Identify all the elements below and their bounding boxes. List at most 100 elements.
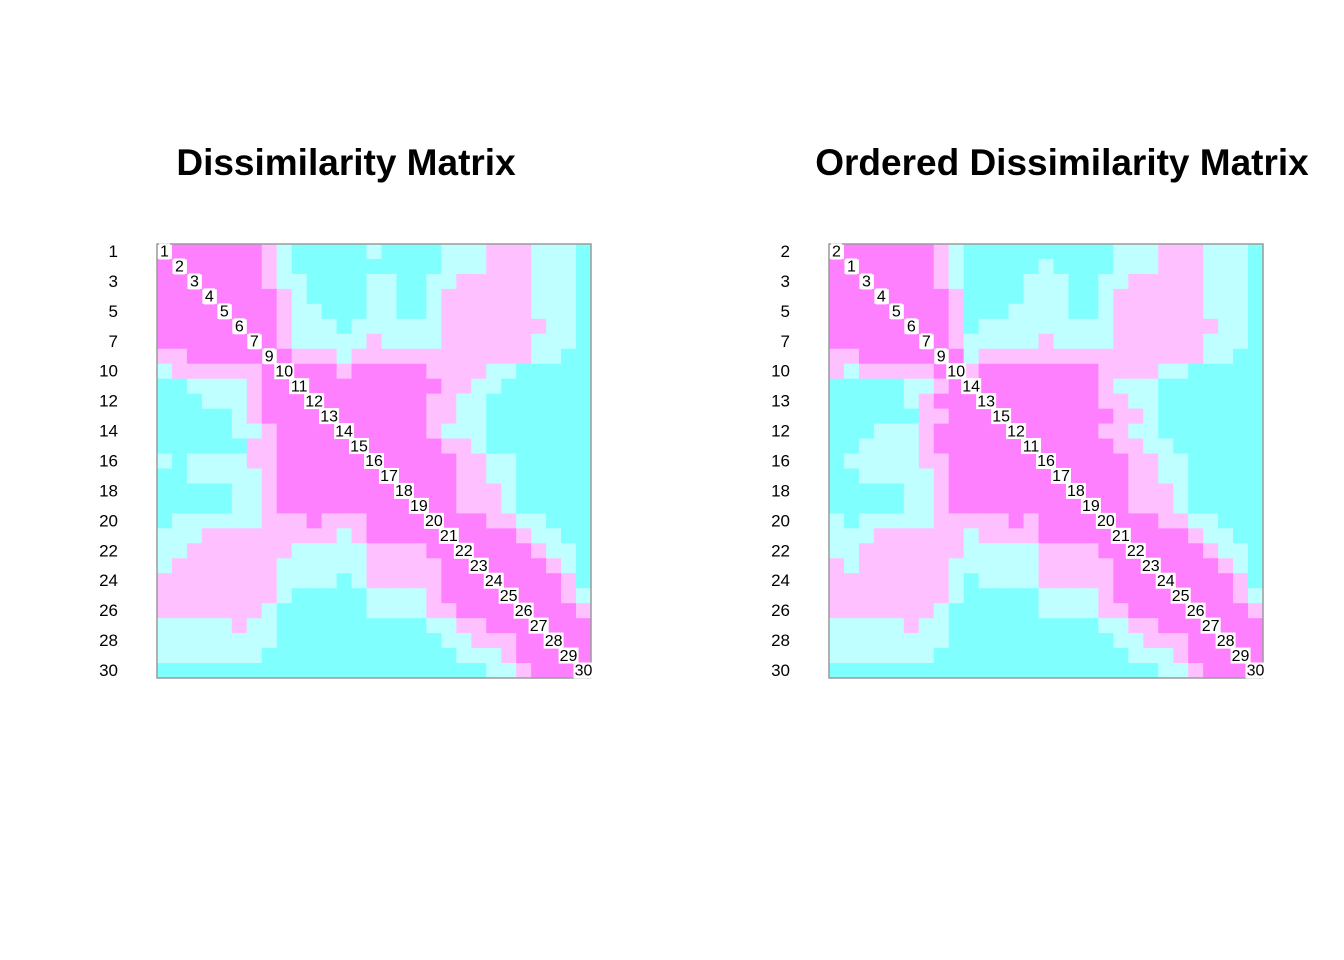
cell <box>501 318 517 335</box>
cell <box>546 558 562 574</box>
cell <box>351 483 368 499</box>
cell <box>1173 543 1189 559</box>
cell <box>1068 498 1084 514</box>
cell <box>1068 258 1084 275</box>
cell <box>261 498 278 514</box>
cell <box>993 498 1010 514</box>
cell <box>963 408 980 425</box>
cell <box>186 288 203 305</box>
cell <box>516 333 532 350</box>
cell <box>1158 633 1174 649</box>
cell <box>531 333 547 350</box>
cell <box>1128 648 1144 664</box>
cell <box>306 303 323 320</box>
cell <box>1083 318 1099 335</box>
cell <box>186 333 203 350</box>
cell <box>829 573 845 589</box>
cell <box>411 303 427 320</box>
cell <box>1248 483 1264 499</box>
cell <box>486 378 502 395</box>
cell <box>873 483 890 499</box>
cell <box>471 633 487 649</box>
cell <box>903 468 920 484</box>
cell <box>576 558 592 574</box>
cell <box>1233 663 1249 679</box>
cell <box>1233 453 1249 469</box>
cell <box>381 318 397 335</box>
cell <box>456 468 472 484</box>
cell <box>1203 348 1219 365</box>
diagonal-label: 30 <box>575 663 593 680</box>
cell <box>1218 618 1234 634</box>
cell <box>366 558 382 574</box>
cell <box>291 618 308 634</box>
cell <box>978 273 995 290</box>
cell <box>186 408 203 425</box>
cell <box>336 588 353 604</box>
cell <box>411 588 427 604</box>
cell <box>933 528 950 544</box>
cell <box>291 288 308 305</box>
cell <box>903 438 920 455</box>
cell <box>441 408 457 425</box>
cell <box>1143 663 1159 679</box>
cell <box>201 663 218 679</box>
cell <box>963 648 980 664</box>
diagonal-label-box <box>423 512 444 529</box>
cell <box>321 558 338 574</box>
cell <box>381 483 397 499</box>
cell <box>1158 543 1174 559</box>
cell <box>486 618 502 634</box>
diagonal-label-box <box>1245 662 1266 679</box>
cell <box>531 303 547 320</box>
cell <box>576 633 592 649</box>
cell <box>1008 618 1025 634</box>
cell <box>1203 333 1219 350</box>
cell <box>1023 244 1040 260</box>
cell <box>1218 528 1234 544</box>
cell <box>501 483 517 499</box>
diagonal-label-box <box>274 363 295 380</box>
cell <box>1173 618 1189 634</box>
cell <box>486 423 502 440</box>
row-label: 30 <box>99 661 118 680</box>
cell <box>1218 573 1234 589</box>
cell <box>918 318 935 335</box>
cell <box>396 303 412 320</box>
cell <box>186 588 203 604</box>
cell <box>471 318 487 335</box>
cell <box>531 588 547 604</box>
cell <box>903 408 920 425</box>
cell <box>858 288 875 305</box>
cell <box>351 378 368 395</box>
cell <box>903 573 920 589</box>
cell <box>321 483 338 499</box>
cell <box>858 663 875 679</box>
cell <box>216 333 233 350</box>
diagonal-label: 1 <box>847 259 856 276</box>
cell <box>531 603 547 619</box>
cell <box>157 378 173 395</box>
cell <box>561 513 577 529</box>
row-label: 24 <box>771 571 790 590</box>
cell <box>829 528 845 544</box>
cell <box>1173 603 1189 619</box>
cell <box>873 303 890 320</box>
cell <box>1173 633 1189 649</box>
cell <box>486 258 502 275</box>
cell <box>246 528 263 544</box>
cell <box>576 588 592 604</box>
cell <box>561 483 577 499</box>
cell <box>1008 333 1025 350</box>
cell <box>216 438 233 455</box>
cell <box>426 453 442 469</box>
cell <box>411 648 427 664</box>
cell <box>157 288 173 305</box>
cell <box>888 618 905 634</box>
cell <box>933 543 950 559</box>
diagonal-label: 23 <box>470 558 488 575</box>
cell <box>963 513 980 529</box>
cell <box>291 633 308 649</box>
cell <box>231 288 248 305</box>
cell <box>411 318 427 335</box>
